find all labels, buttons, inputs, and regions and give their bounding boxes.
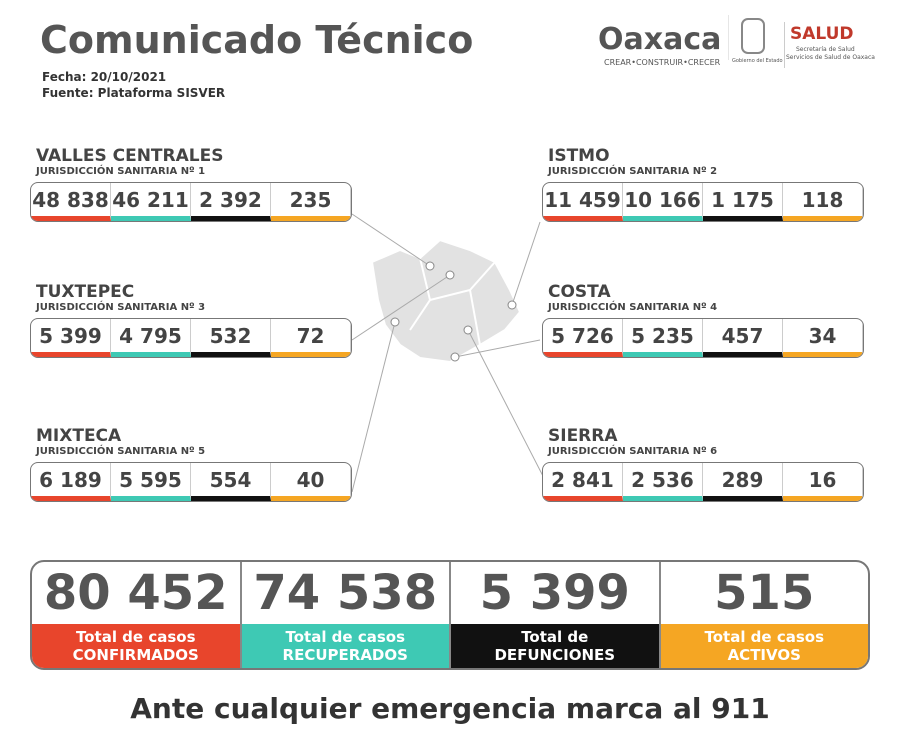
salud-sub: Servicios de Salud de Oaxaca <box>786 54 875 61</box>
title: Comunicado Técnico <box>40 18 474 62</box>
fuente: Fuente: Plataforma SISVER <box>42 86 226 100</box>
region-value: 2 392 <box>191 183 271 221</box>
total-column: 74 538 Total de casos RECUPERADOS <box>241 562 451 668</box>
region-subtitle: JURISDICCIÓN SANITARIA Nº 3 <box>36 302 206 313</box>
total-label-line: Total de casos <box>285 628 405 646</box>
region-name: ISTMO <box>548 146 610 166</box>
region-subtitle: JURISDICCIÓN SANITARIA Nº 5 <box>36 446 206 457</box>
region-value: 1 175 <box>703 183 783 221</box>
region-value: 46 211 <box>111 183 191 221</box>
total-column: 5 399 Total de DEFUNCIONES <box>451 562 661 668</box>
region-box: 2 841 2 536 289 16 <box>542 462 864 502</box>
region-value: 289 <box>703 463 783 501</box>
total-label-line: Total de casos <box>704 628 824 646</box>
footer: Ante cualquier emergencia marca al 911 <box>130 692 770 725</box>
map-dots <box>390 261 517 362</box>
oaxaca-tagline: CREAR•CONSTRUIR•CRECER <box>604 58 721 67</box>
region-value: 16 <box>783 463 863 501</box>
region-value: 5 595 <box>111 463 191 501</box>
region-subtitle: JURISDICCIÓN SANITARIA Nº 4 <box>548 302 718 313</box>
total-column: 515 Total de casos ACTIVOS <box>660 562 868 668</box>
region-box: 5 399 4 795 532 72 <box>30 318 352 358</box>
connector-lines <box>351 213 546 493</box>
region-box: 48 838 46 211 2 392 235 <box>30 182 352 222</box>
region-value: 5 399 <box>31 319 111 357</box>
total-label-line: Total de <box>521 628 589 646</box>
region-subtitle: JURISDICCIÓN SANITARIA Nº 6 <box>548 446 718 457</box>
total-value: 5 399 <box>479 565 630 621</box>
region-box: 5 726 5 235 457 34 <box>542 318 864 358</box>
region-value: 457 <box>703 319 783 357</box>
region-name: TUXTEPEC <box>36 282 135 302</box>
total-value: 74 538 <box>253 565 438 621</box>
region-name: SIERRA <box>548 426 618 446</box>
total-label-line: DEFUNCIONES <box>494 646 616 664</box>
gobierno-label: Gobierno del Estado <box>732 58 783 64</box>
region-value: 2 841 <box>543 463 623 501</box>
region-value: 554 <box>191 463 271 501</box>
region-value: 532 <box>191 319 271 357</box>
total-value: 515 <box>714 565 815 621</box>
region-subtitle: JURISDICCIÓN SANITARIA Nº 2 <box>548 166 718 177</box>
region-value: 118 <box>783 183 863 221</box>
total-label-line: RECUPERADOS <box>282 646 408 664</box>
map-borders <box>409 257 496 346</box>
region-value: 5 235 <box>623 319 703 357</box>
total-label-line: CONFIRMADOS <box>72 646 199 664</box>
coat-of-arms <box>728 15 765 60</box>
total-column: 80 452 Total de casos CONFIRMADOS <box>32 562 242 668</box>
oaxaca-logo: Oaxaca <box>598 22 722 57</box>
total-label-line: Total de casos <box>75 628 196 646</box>
region-box: 11 459 10 166 1 175 118 <box>542 182 864 222</box>
region-value: 2 536 <box>623 463 703 501</box>
region-value: 48 838 <box>31 183 111 221</box>
total-label-line: ACTIVOS <box>727 646 801 664</box>
region-name: MIXTECA <box>36 426 122 446</box>
logo-divider <box>784 22 785 68</box>
region-value: 72 <box>271 319 351 357</box>
salud-logo: SALUD <box>790 24 854 44</box>
region-value: 34 <box>783 319 863 357</box>
salud-sub: Secretaría de Salud <box>796 46 855 53</box>
total-label: Total de casos RECUPERADOS <box>241 624 449 668</box>
region-value: 6 189 <box>31 463 111 501</box>
region-subtitle: JURISDICCIÓN SANITARIA Nº 1 <box>36 166 206 177</box>
region-value: 4 795 <box>111 319 191 357</box>
region-name: COSTA <box>548 282 611 302</box>
region-value: 40 <box>271 463 351 501</box>
total-label: Total de casos CONFIRMADOS <box>32 624 240 668</box>
state-map <box>370 238 522 364</box>
region-value: 235 <box>271 183 351 221</box>
totals-box: 80 452 Total de casos CONFIRMADOS 74 538 Tot… <box>30 560 870 670</box>
region-value: 5 726 <box>543 319 623 357</box>
region-box: 6 189 5 595 554 40 <box>30 462 352 502</box>
region-value: 10 166 <box>623 183 703 221</box>
fecha: Fecha: 20/10/2021 <box>42 70 167 84</box>
region-value: 11 459 <box>543 183 623 221</box>
total-label: Total de DEFUNCIONES <box>451 624 659 668</box>
region-name: VALLES CENTRALES <box>36 146 224 166</box>
total-value: 80 452 <box>43 565 228 621</box>
total-label: Total de casos ACTIVOS <box>660 624 868 668</box>
